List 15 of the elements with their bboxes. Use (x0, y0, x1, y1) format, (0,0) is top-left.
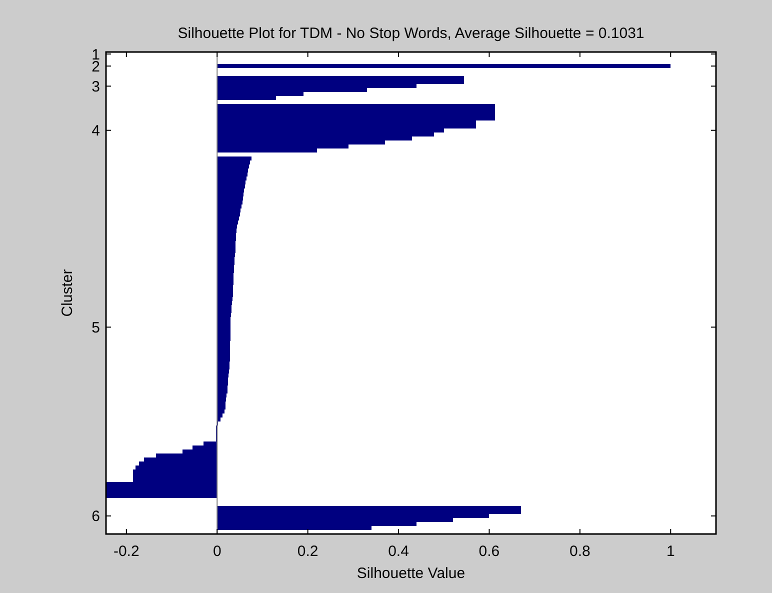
y-axis-title: Cluster (59, 269, 76, 317)
x-tick-label: 0.2 (297, 543, 318, 560)
x-tick-label: 0.4 (388, 543, 409, 560)
chart-title: Silhouette Plot for TDM - No Stop Words, Average Silhouette = 0.1031 (178, 25, 644, 42)
y-tick-label: 5 (92, 319, 100, 336)
x-tick-label: 1 (666, 543, 675, 560)
x-tick-label: 0.8 (570, 543, 590, 560)
y-tick-label: 4 (92, 122, 100, 140)
x-axis-title: Silhouette Value (356, 565, 466, 582)
x-tick-label: 0.6 (478, 543, 500, 560)
x-tick-label: -0.2 (113, 543, 140, 560)
x-tick-label: 0 (212, 543, 222, 560)
y-tick-label: 2 (92, 58, 100, 76)
y-tick-label: 6 (92, 508, 100, 526)
y-tick-label: 3 (92, 78, 100, 96)
